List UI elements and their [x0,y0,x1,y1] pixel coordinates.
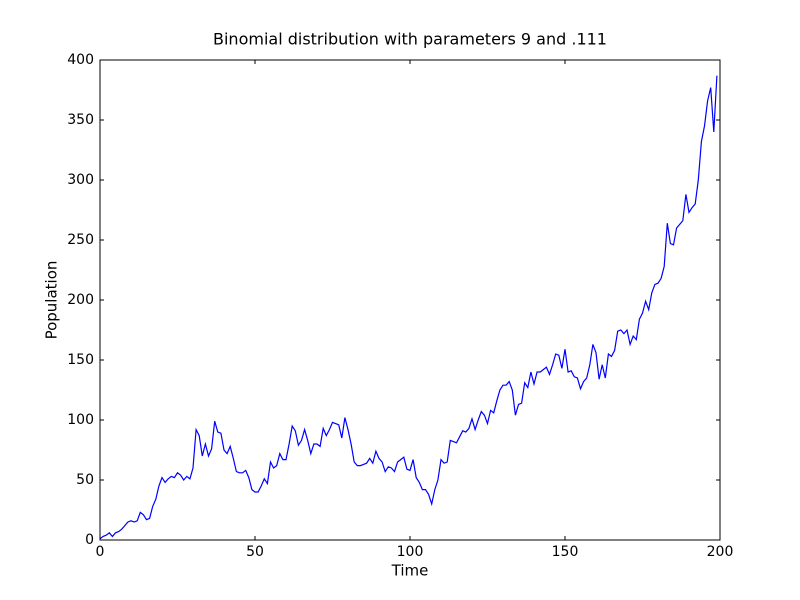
x-axis-label: Time [391,562,429,580]
y-tick-label: 50 [76,472,94,488]
x-tick-label: 200 [707,544,734,560]
y-tick-label: 0 [85,532,94,548]
x-tick-label: 0 [96,544,105,560]
x-tick-label: 100 [397,544,424,560]
y-tick-label: 300 [67,172,94,188]
chart-title: Binomial distribution with parameters 9 … [213,30,607,49]
y-tick-label: 250 [67,232,94,248]
x-tick-label: 50 [246,544,264,560]
y-tick-label: 150 [67,352,94,368]
y-tick-label: 350 [67,112,94,128]
y-tick-label: 200 [67,292,94,308]
y-tick-label: 400 [67,52,94,68]
data-line [99,75,718,540]
x-tick-label: 150 [552,544,579,560]
plot-frame [99,59,721,541]
y-tick-label: 100 [67,412,94,428]
y-axis-label: Population [43,261,61,340]
